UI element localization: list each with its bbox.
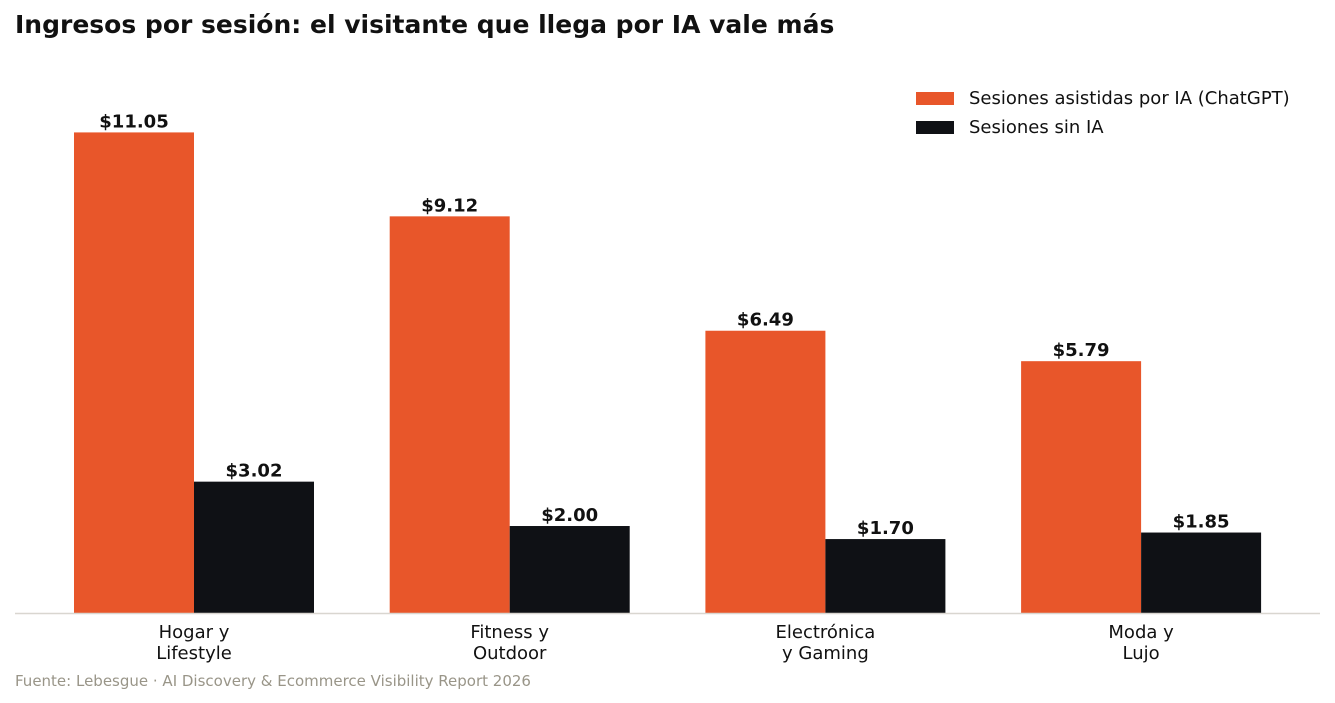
chart-title: Ingresos por sesión: el visitante que ll… (15, 10, 835, 39)
bar-series0-cat3 (1021, 361, 1142, 613)
data-label-series1-cat3: $1.85 (1173, 512, 1230, 533)
legend-label-no-ai: Sesiones sin IA (969, 117, 1104, 138)
data-label-series1-cat2: $1.70 (857, 518, 914, 539)
bar-series1-cat2 (825, 539, 946, 613)
data-label-series1-cat0: $3.02 (226, 461, 283, 482)
data-label-series0-cat1: $9.12 (421, 195, 478, 216)
bar-series1-cat0 (194, 481, 314, 613)
source-note: Fuente: Lebesgue · AI Discovery & Ecomme… (15, 672, 531, 690)
legend-item-ai: Sesiones asistidas por IA (ChatGPT) (916, 84, 1290, 113)
bar-series1-cat3 (1141, 532, 1262, 613)
data-label-series0-cat2: $6.49 (737, 310, 794, 331)
legend-swatch-ai (916, 92, 954, 105)
x-tick-label-cat3-line1: Lujo (1123, 643, 1160, 664)
x-tick-label-cat0-line0: Hogar y (159, 622, 230, 643)
data-label-series1-cat1: $2.00 (541, 505, 598, 526)
legend-swatch-no-ai (916, 121, 954, 134)
bar-series0-cat0 (74, 132, 194, 613)
bar-series1-cat1 (509, 526, 630, 613)
data-label-series0-cat3: $5.79 (1053, 340, 1110, 361)
bar-series0-cat1 (389, 216, 510, 613)
x-tick-label-cat2-line0: Electrónica (776, 622, 876, 643)
x-tick-label-cat0-line1: Lifestyle (156, 643, 232, 664)
data-label-series0-cat0: $11.05 (99, 111, 168, 132)
x-tick-label-cat1-line1: Outdoor (473, 643, 547, 664)
x-tick-label-cat2-line1: y Gaming (782, 643, 869, 664)
legend-item-no-ai: Sesiones sin IA (916, 113, 1290, 142)
legend-label-ai: Sesiones asistidas por IA (ChatGPT) (969, 88, 1290, 109)
bar-series0-cat2 (705, 330, 826, 613)
x-tick-label-cat3-line0: Moda y (1108, 622, 1174, 643)
x-tick-label-cat1-line0: Fitness y (470, 622, 549, 643)
legend: Sesiones asistidas por IA (ChatGPT) Sesi… (916, 84, 1290, 142)
